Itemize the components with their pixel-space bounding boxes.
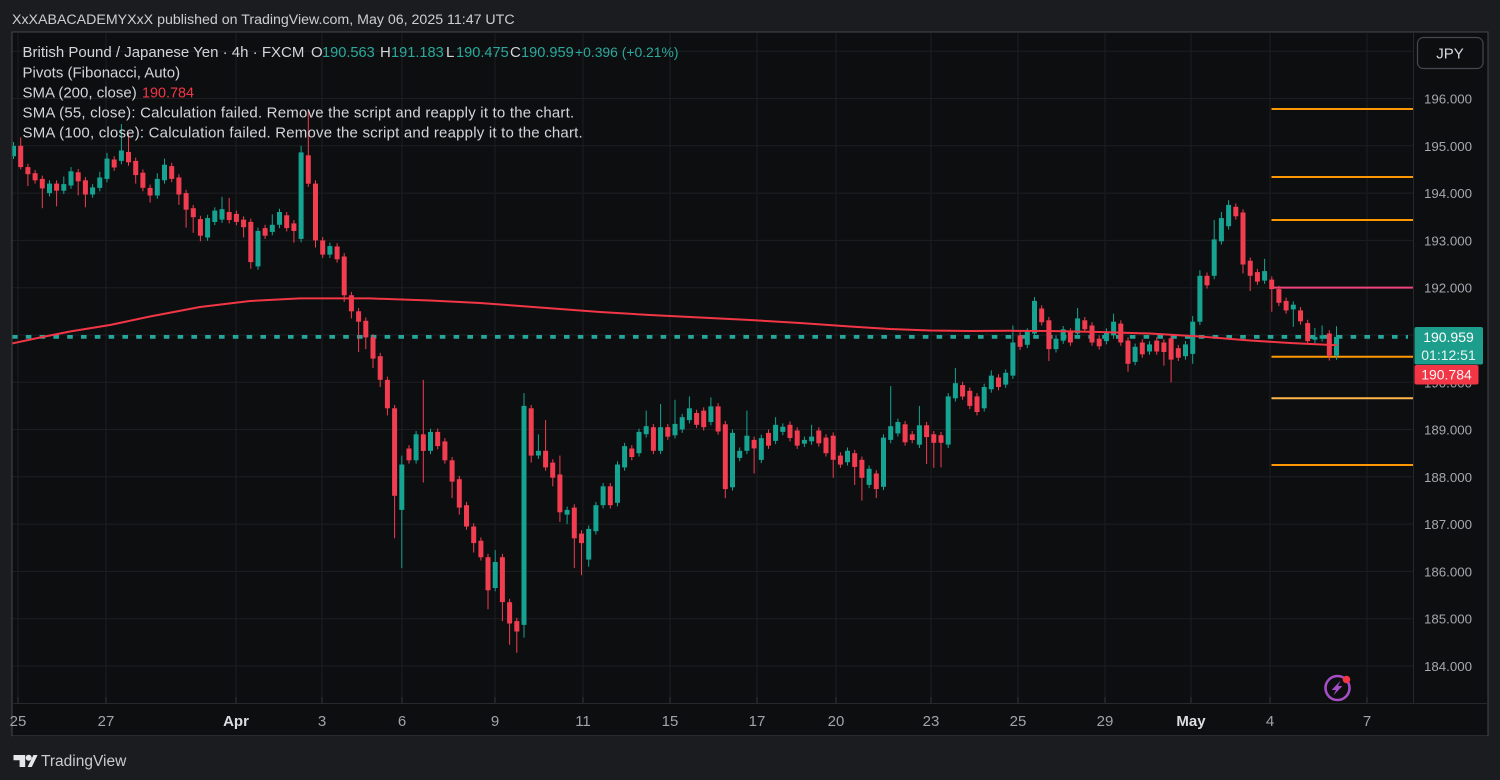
svg-text:7: 7 xyxy=(1363,713,1371,730)
svg-text:9: 9 xyxy=(491,713,499,730)
svg-text:193.000: 193.000 xyxy=(1424,233,1472,248)
svg-text:190.784: 190.784 xyxy=(1421,367,1472,383)
svg-text:4: 4 xyxy=(1266,713,1274,730)
svg-text:192.000: 192.000 xyxy=(1424,281,1472,296)
svg-text:25: 25 xyxy=(1010,713,1027,730)
svg-text:190.959: 190.959 xyxy=(521,45,574,61)
svg-text:188.000: 188.000 xyxy=(1424,470,1472,485)
svg-text:191.183: 191.183 xyxy=(391,45,444,61)
svg-text:190.784: 190.784 xyxy=(142,86,194,102)
svg-text:01:12:51: 01:12:51 xyxy=(1421,347,1476,363)
svg-text:Apr: Apr xyxy=(223,713,249,730)
svg-text:SMA (100, close): Calculation: SMA (100, close): Calculation failed. Re… xyxy=(23,125,583,142)
svg-text:17: 17 xyxy=(749,713,766,730)
svg-text:TradingView: TradingView xyxy=(41,753,127,770)
svg-text:23: 23 xyxy=(923,713,940,730)
svg-text:+0.396 (+0.21%): +0.396 (+0.21%) xyxy=(575,44,678,60)
svg-text:Pivots (Fibonacci, Auto): Pivots (Fibonacci, Auto) xyxy=(23,65,181,82)
svg-text:196.000: 196.000 xyxy=(1424,92,1472,107)
svg-text:6: 6 xyxy=(398,713,406,730)
svg-text:H: H xyxy=(380,44,391,61)
svg-text:190.563: 190.563 xyxy=(322,45,375,61)
svg-text:29: 29 xyxy=(1097,713,1114,730)
svg-text:195.000: 195.000 xyxy=(1424,139,1472,154)
svg-text:194.000: 194.000 xyxy=(1424,186,1472,201)
svg-text:JPY: JPY xyxy=(1436,46,1464,63)
svg-text:27: 27 xyxy=(98,713,115,730)
svg-text:186.000: 186.000 xyxy=(1424,564,1472,579)
svg-text:11: 11 xyxy=(575,713,591,730)
svg-text:187.000: 187.000 xyxy=(1424,517,1472,532)
svg-text:May: May xyxy=(1176,713,1206,730)
svg-text:SMA (200, close): SMA (200, close) xyxy=(23,85,137,102)
svg-text:L: L xyxy=(446,44,454,61)
svg-text:3: 3 xyxy=(318,713,326,730)
svg-text:184.000: 184.000 xyxy=(1424,659,1472,674)
svg-text:25: 25 xyxy=(10,713,27,730)
svg-text:C: C xyxy=(510,44,521,61)
svg-text:20: 20 xyxy=(828,713,845,730)
svg-text:O: O xyxy=(311,44,323,61)
svg-text:189.000: 189.000 xyxy=(1424,423,1472,438)
svg-text:190.475: 190.475 xyxy=(456,45,509,61)
svg-text:185.000: 185.000 xyxy=(1424,612,1472,627)
svg-text:XxXABACADEMYXxX published on T: XxXABACADEMYXxX published on TradingView… xyxy=(12,12,515,28)
svg-text:SMA (55, close): Calculation f: SMA (55, close): Calculation failed. Rem… xyxy=(23,105,575,122)
svg-text:15: 15 xyxy=(662,713,679,730)
svg-text:190.959: 190.959 xyxy=(1423,329,1474,345)
svg-text:British Pound / Japanese Yen ·: British Pound / Japanese Yen · 4h · FXCM xyxy=(23,44,305,61)
